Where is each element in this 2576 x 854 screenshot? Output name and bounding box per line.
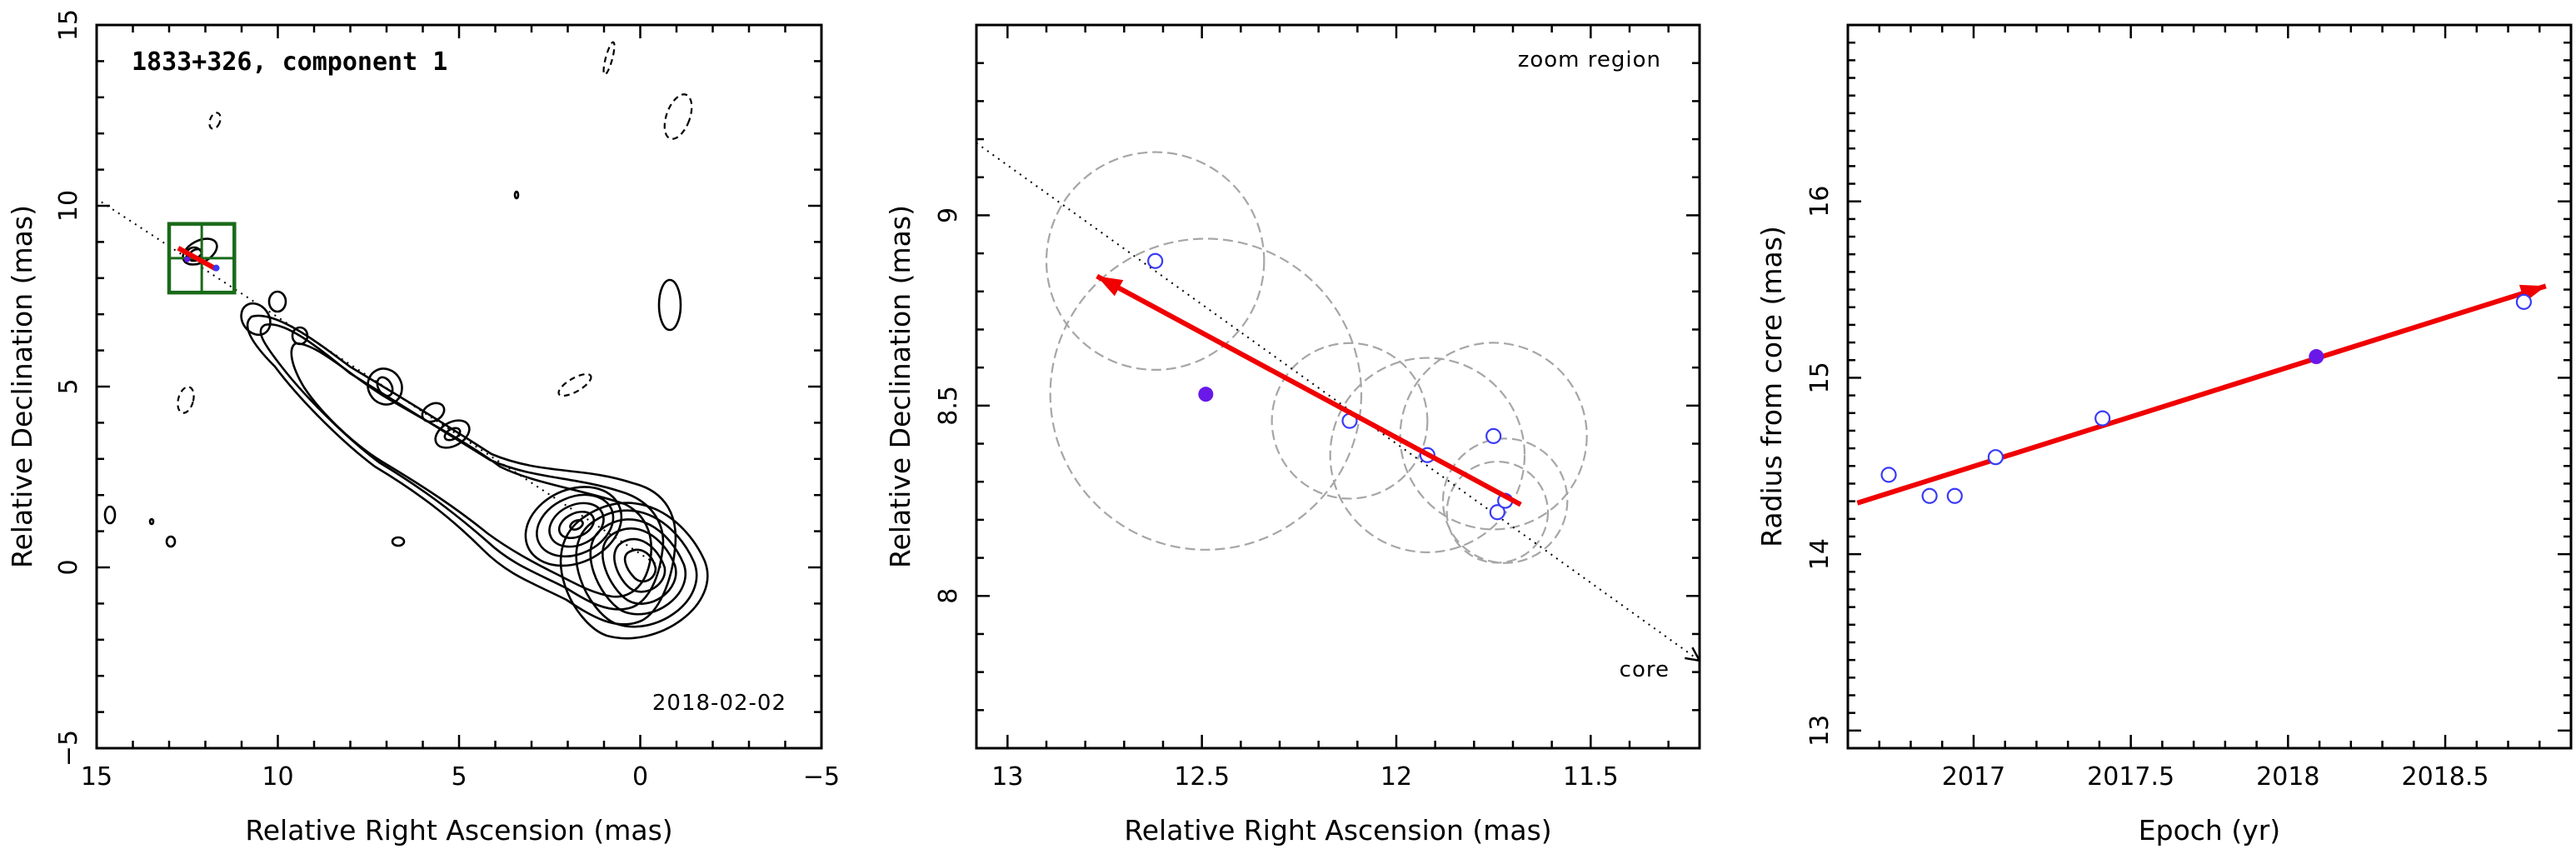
- predicted-point: [1198, 387, 1214, 402]
- predicted-marker: [184, 256, 191, 262]
- right-x-tick-label: 2018.5: [2402, 762, 2489, 792]
- left-y-tick-label: 0: [54, 559, 83, 575]
- velocity-arrow: [1096, 273, 1522, 507]
- uncertainty-circle: [1441, 437, 1569, 564]
- observed-point: [1485, 427, 1502, 444]
- middle-panel: 13 12.5 12 11.5 8 8.5 9 zoom region core Relat…: [884, 23, 1701, 847]
- observed-point: [1987, 449, 2004, 466]
- predicted-point: [2309, 349, 2324, 365]
- left-y-tick-label: 5: [54, 378, 83, 394]
- left-x-tick-label: −5: [803, 762, 840, 792]
- fit-arrow: [1856, 283, 2547, 506]
- observed-point: [1147, 252, 1164, 269]
- left-x-tick-label: 0: [632, 762, 648, 792]
- jet-direction-line: [97, 197, 663, 569]
- middle-plot-frame: [975, 23, 1701, 750]
- right-x-tick-label: 2018: [2256, 762, 2319, 792]
- middle-axis-ticks: 13 12.5 12 11.5 8 8.5 9: [934, 25, 1700, 792]
- contour-map: [97, 41, 709, 640]
- observed-point: [2094, 410, 2111, 427]
- uncertainty-circle: [1399, 342, 1588, 531]
- uncertainty-circle: [1045, 151, 1266, 372]
- mid-x-tick-label: 13: [991, 762, 1023, 792]
- left-panel-title: 1833+326, component 1: [132, 47, 447, 77]
- right-x-axis-label: Epoch (yr): [2139, 814, 2280, 847]
- observed-point: [1489, 504, 1505, 521]
- mid-x-tick-label: 12.5: [1174, 762, 1230, 792]
- velocity-arrow-head: [1096, 276, 1124, 297]
- mid-y-tick-label: 8.5: [934, 386, 963, 426]
- left-x-tick-label: 10: [262, 762, 293, 792]
- left-x-tick-label: 5: [451, 762, 467, 792]
- left-y-tick-label: −5: [54, 730, 83, 767]
- velocity-arrow: [177, 246, 217, 272]
- direction-line: [976, 142, 1700, 662]
- right-x-tick-label: 2017.5: [2087, 762, 2174, 792]
- right-y-tick-label: 16: [1805, 186, 1835, 217]
- date-label: 2018-02-02: [652, 691, 786, 716]
- zoom-region-label: zoom region: [1518, 47, 1661, 72]
- uncertainty-circle: [1329, 357, 1526, 553]
- uncertainty-circle-predicted: [1049, 237, 1363, 551]
- left-y-tick-label: 15: [54, 9, 83, 41]
- right-x-tick-label: 2017: [1942, 762, 2005, 792]
- left-y-tick-label: 10: [54, 190, 83, 222]
- observed-point: [1946, 487, 1963, 504]
- knot-contours: [524, 486, 623, 567]
- middle-x-axis-label: Relative Right Ascension (mas): [1124, 814, 1551, 847]
- observed-point: [1880, 467, 1897, 483]
- core-contours: [559, 502, 709, 640]
- mid-x-tick-label: 11.5: [1563, 762, 1619, 792]
- left-overlay: [167, 222, 237, 295]
- right-plot-content: [1856, 283, 2547, 506]
- right-axis-ticks: 2017 2017.5 2018 2018.5 13 14 15 16: [1805, 25, 2571, 792]
- right-y-tick-label: 15: [1805, 362, 1835, 393]
- left-panel: 15 10 5 0 −5 −5 0 5 10 15 1833+326, component 1 2…: [6, 9, 840, 847]
- mid-y-tick-label: 8: [934, 588, 963, 604]
- right-y-tick-label: 14: [1805, 538, 1835, 570]
- uncertainty-circle: [1271, 342, 1429, 500]
- middle-y-axis-label: Relative Declination (mas): [884, 205, 916, 568]
- right-y-axis-label: Radius from core (mas): [1755, 226, 1788, 547]
- mid-y-tick-label: 9: [934, 207, 963, 223]
- jet-envelope-outer: [246, 314, 677, 626]
- left-axis-ticks: 15 10 5 0 −5 −5 0 5 10 15: [54, 9, 840, 792]
- left-plot-frame: [95, 23, 823, 750]
- mid-x-tick-label: 12: [1380, 762, 1412, 792]
- right-plot-frame: [1846, 23, 2573, 750]
- left-x-axis-label: Relative Right Ascension (mas): [245, 814, 672, 847]
- observed-point: [2515, 293, 2532, 310]
- middle-plot-content: [976, 142, 1700, 662]
- direction-arrowhead: [1685, 647, 1700, 662]
- observed-point: [1921, 487, 1938, 504]
- component-marker: [212, 264, 220, 272]
- left-y-axis-label: Relative Declination (mas): [6, 205, 38, 568]
- left-x-tick-label: 15: [81, 762, 112, 792]
- core-label: core: [1620, 657, 1670, 682]
- right-y-tick-label: 13: [1805, 715, 1835, 747]
